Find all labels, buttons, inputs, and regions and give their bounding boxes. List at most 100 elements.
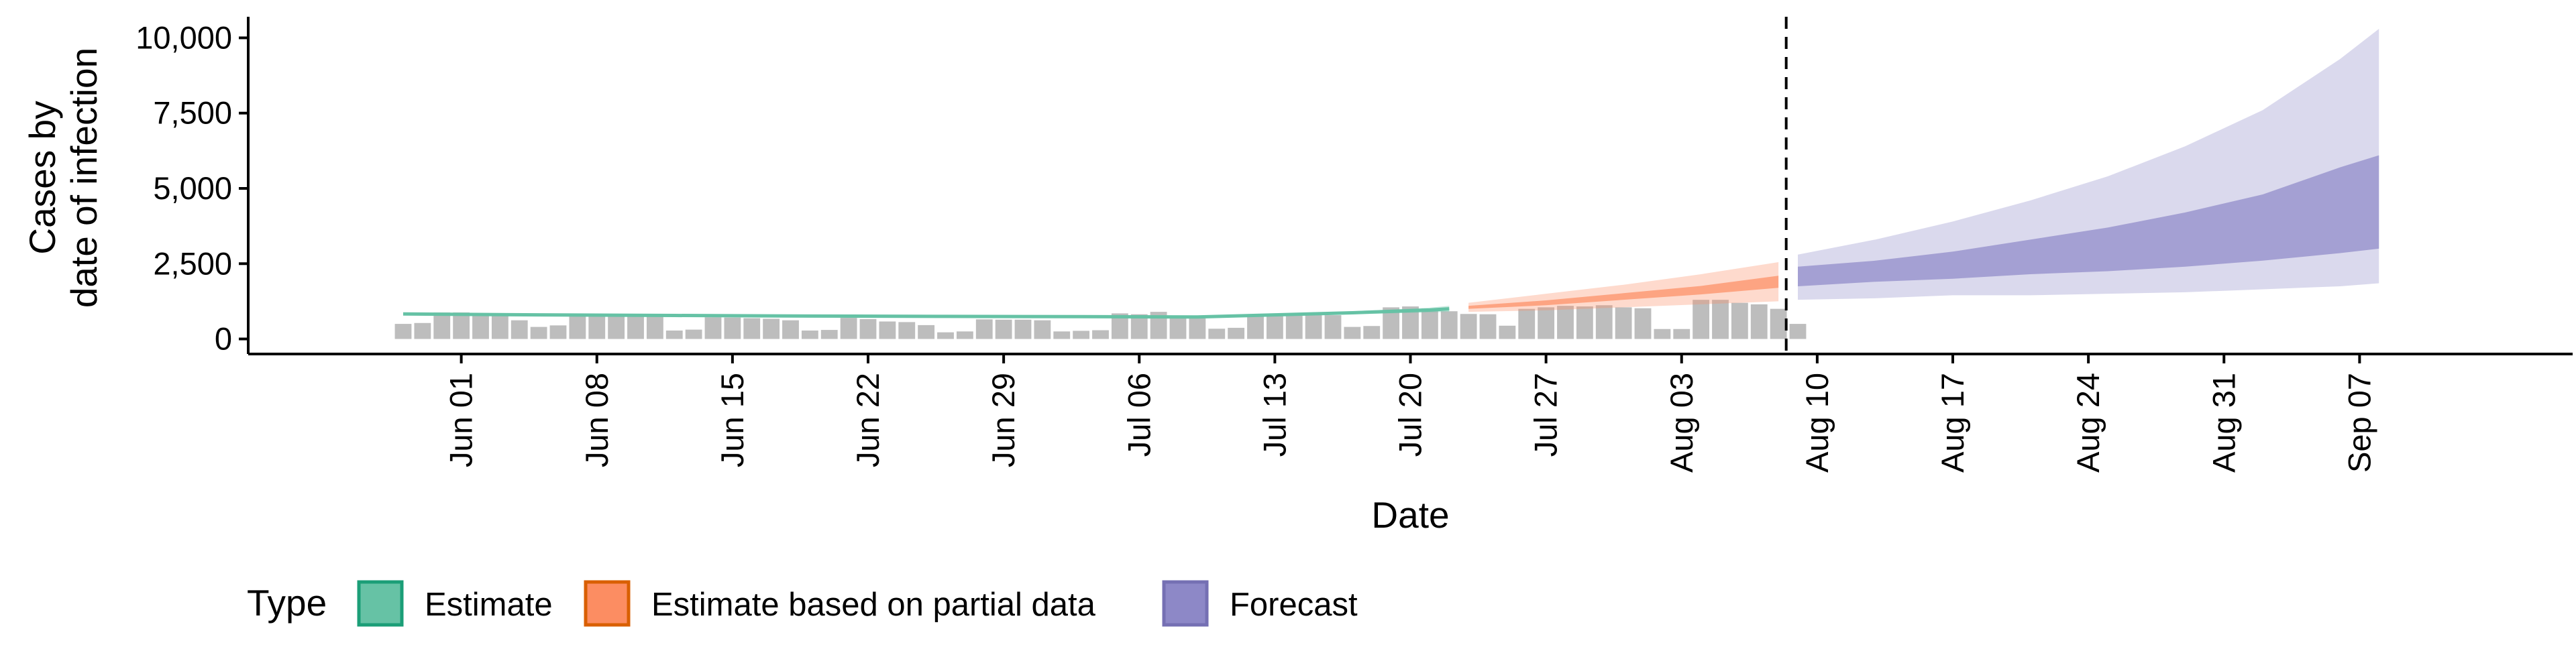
- x-tick-label: Jul 06: [1121, 373, 1157, 457]
- y-axis-title-line: Cases by: [21, 101, 63, 255]
- case-bar: [704, 317, 722, 339]
- case-bar: [491, 314, 508, 339]
- case-bar: [1789, 324, 1807, 339]
- case-bar: [685, 329, 702, 339]
- case-bar: [1712, 300, 1729, 339]
- legend-key: [1162, 580, 1209, 627]
- x-tick-label: Aug 10: [1799, 373, 1835, 473]
- case-bar: [1479, 314, 1497, 339]
- case-bar: [1518, 308, 1536, 339]
- case-bar: [453, 312, 470, 339]
- case-bar: [1731, 302, 1748, 339]
- x-ticks: Jun 01 Jun 08 Jun 15 Jun 22 Jun 29 Jul 06 Jul …: [443, 354, 2377, 473]
- x-tick-label: Jul 13: [1256, 373, 1292, 457]
- case-bar: [1073, 331, 1090, 339]
- case-bar: [1363, 326, 1381, 339]
- case-bar: [1440, 311, 1458, 339]
- x-tick-label: Jun 22: [850, 373, 885, 467]
- case-bar: [646, 316, 663, 339]
- case-bar: [801, 330, 818, 339]
- estimate-median-line: [402, 307, 1450, 319]
- ribbon-50-2: [1798, 155, 2379, 286]
- x-tick-label: Aug 31: [2206, 373, 2241, 473]
- x-tick-label: Jul 20: [1393, 373, 1428, 457]
- case-bar: [918, 325, 935, 339]
- case-bar: [1693, 300, 1710, 339]
- case-bar: [1654, 329, 1671, 339]
- case-bar: [1750, 304, 1768, 339]
- case-bar: [840, 318, 857, 339]
- case-bar: [608, 314, 625, 339]
- legend-label: Forecast: [1230, 587, 1358, 623]
- y-ticks: 0 2,500 5,000 7,500 10,000: [136, 19, 248, 357]
- case-bar: [1557, 306, 1574, 339]
- case-bar: [1014, 319, 1032, 339]
- y-tick-label: 7,500: [153, 95, 232, 131]
- x-tick-label: Jun 08: [579, 373, 614, 467]
- case-bar: [1266, 314, 1283, 339]
- x-tick-label: Jun 15: [714, 373, 750, 467]
- observed-bars: [394, 300, 1807, 339]
- case-bar: [394, 324, 412, 339]
- legend-label: Estimate: [425, 587, 553, 623]
- case-bar: [1615, 307, 1632, 339]
- case-bar: [1208, 329, 1226, 339]
- case-bar: [588, 314, 606, 339]
- case-bar: [433, 312, 451, 339]
- case-bar: [1770, 308, 1787, 339]
- y-axis-title-line: date of infection: [63, 48, 105, 308]
- x-tick-label: Aug 17: [1935, 373, 1970, 473]
- case-bar: [763, 318, 780, 339]
- legend-key: [584, 580, 631, 627]
- case-bar: [879, 321, 896, 339]
- case-bar: [1460, 314, 1477, 339]
- ribbon-50-1: [1468, 276, 1779, 309]
- case-bar: [1285, 313, 1303, 339]
- case-bar: [724, 317, 741, 339]
- ribbons: [403, 28, 2379, 318]
- case-bar: [1092, 330, 1109, 339]
- x-tick-label: Aug 24: [2070, 373, 2106, 473]
- y-tick-label: 5,000: [153, 170, 232, 206]
- y-axis-title: Cases bydate of infection: [21, 48, 105, 308]
- case-bar: [782, 320, 799, 339]
- case-bar: [1189, 318, 1206, 339]
- y-tick-label: 0: [215, 321, 232, 357]
- case-bar: [530, 327, 547, 339]
- case-bar: [511, 320, 528, 339]
- case-bar: [1305, 312, 1322, 339]
- median-lines: [402, 307, 1450, 319]
- case-bar: [743, 318, 761, 339]
- x-tick-label: Aug 03: [1664, 373, 1699, 473]
- case-bar: [1324, 315, 1342, 339]
- case-bar: [1344, 327, 1361, 339]
- case-bar: [975, 319, 993, 339]
- case-bar: [898, 322, 916, 339]
- y-tick-label: 2,500: [153, 245, 232, 281]
- legend-label: Estimate based on partial data: [651, 587, 1096, 623]
- case-bar: [820, 330, 838, 339]
- case-bar: [1595, 305, 1613, 339]
- case-bar: [1247, 315, 1264, 339]
- case-bar: [1576, 306, 1593, 339]
- case-bar: [937, 332, 954, 339]
- legend: Type Estimate Estimate based on partial d…: [247, 580, 1358, 627]
- case-bar: [1169, 315, 1187, 339]
- legend-key: [357, 580, 404, 627]
- x-tick-label: Jun 01: [443, 373, 479, 467]
- case-bar: [627, 315, 644, 339]
- case-bar: [665, 330, 683, 339]
- x-axis-title: Date: [1371, 494, 1449, 536]
- case-bar: [1499, 325, 1516, 339]
- case-bar: [569, 313, 586, 339]
- case-bar: [1538, 307, 1555, 339]
- axes: 0 2,500 5,000 7,500 10,000 Jun 01 Jun 08 Jun 1…: [136, 17, 2573, 473]
- case-bar: [1673, 329, 1690, 339]
- ribbon-90-1: [1468, 262, 1779, 312]
- x-tick-label: Jul 27: [1528, 373, 1564, 457]
- case-bar: [1228, 327, 1245, 339]
- case-bar: [472, 312, 489, 339]
- case-bar: [1421, 308, 1438, 339]
